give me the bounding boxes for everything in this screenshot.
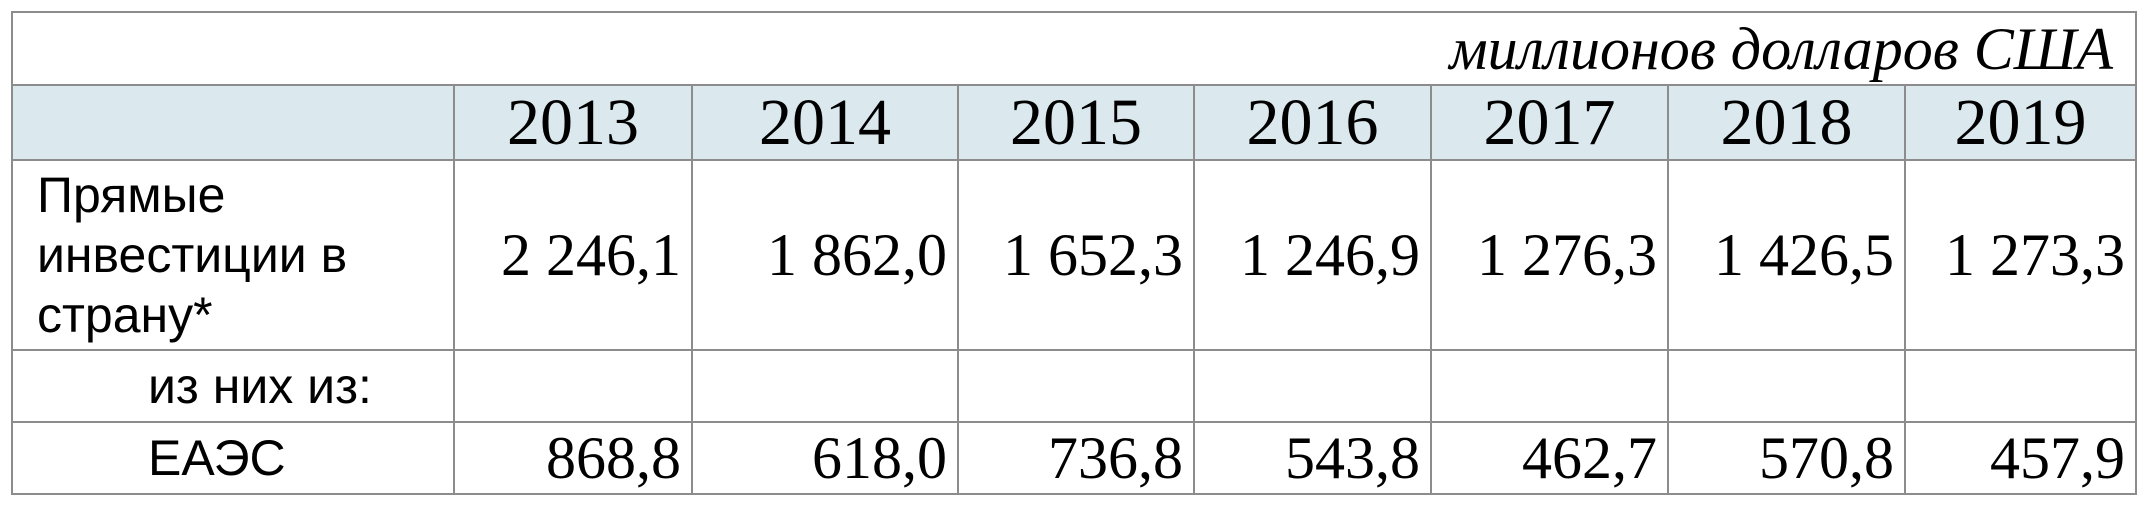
year-header: 2014 [691, 84, 959, 161]
year-header: 2019 [1903, 84, 2138, 161]
corner-cell [11, 84, 455, 161]
data-row: Прямые инвестиции в страну* 2 246,1 1 862,… [11, 159, 2138, 351]
value-cell: 570,8 [1667, 421, 1906, 495]
year-header: 2017 [1430, 84, 1669, 161]
row-label: Прямые инвестиции в страну* [11, 159, 455, 351]
data-row: ЕАЭС 868,8 618,0 736,8 543,8 462,7 570,8 457,9 [11, 421, 2138, 495]
value-cell: 462,7 [1430, 421, 1669, 495]
year-header: 2015 [957, 84, 1195, 161]
value-cell: 457,9 [1903, 421, 2138, 495]
value-cell [1430, 349, 1669, 423]
value-cell: 868,8 [453, 421, 693, 495]
value-cell [691, 349, 959, 423]
value-cell [453, 349, 693, 423]
value-cell [1903, 349, 2138, 423]
value-cell [1667, 349, 1906, 423]
unit-row: миллионов долларов США [10, 11, 2138, 86]
data-row: из них из: [11, 349, 2138, 423]
value-cell: 543,8 [1193, 421, 1432, 495]
year-header: 2013 [453, 84, 693, 161]
year-header: 2016 [1193, 84, 1432, 161]
row-label: ЕАЭС [11, 421, 455, 495]
unit-note: миллионов долларов США [10, 11, 2138, 86]
value-cell: 1 246,9 [1193, 159, 1432, 351]
value-cell: 1 426,5 [1667, 159, 1906, 351]
value-cell: 1 273,3 [1903, 159, 2138, 351]
value-cell: 1 652,3 [957, 159, 1195, 351]
data-table: миллионов долларов США 2013 2014 2015 2016 2… [10, 11, 2138, 495]
value-cell: 736,8 [957, 421, 1195, 495]
row-label: из них из: [11, 349, 455, 423]
header-row: 2013 2014 2015 2016 2017 2018 2019 [11, 84, 2138, 161]
value-cell: 1 862,0 [691, 159, 959, 351]
value-cell [1193, 349, 1432, 423]
value-cell: 1 276,3 [1430, 159, 1669, 351]
year-header: 2018 [1667, 84, 1906, 161]
value-cell [957, 349, 1195, 423]
value-cell: 2 246,1 [453, 159, 693, 351]
value-cell: 618,0 [691, 421, 959, 495]
